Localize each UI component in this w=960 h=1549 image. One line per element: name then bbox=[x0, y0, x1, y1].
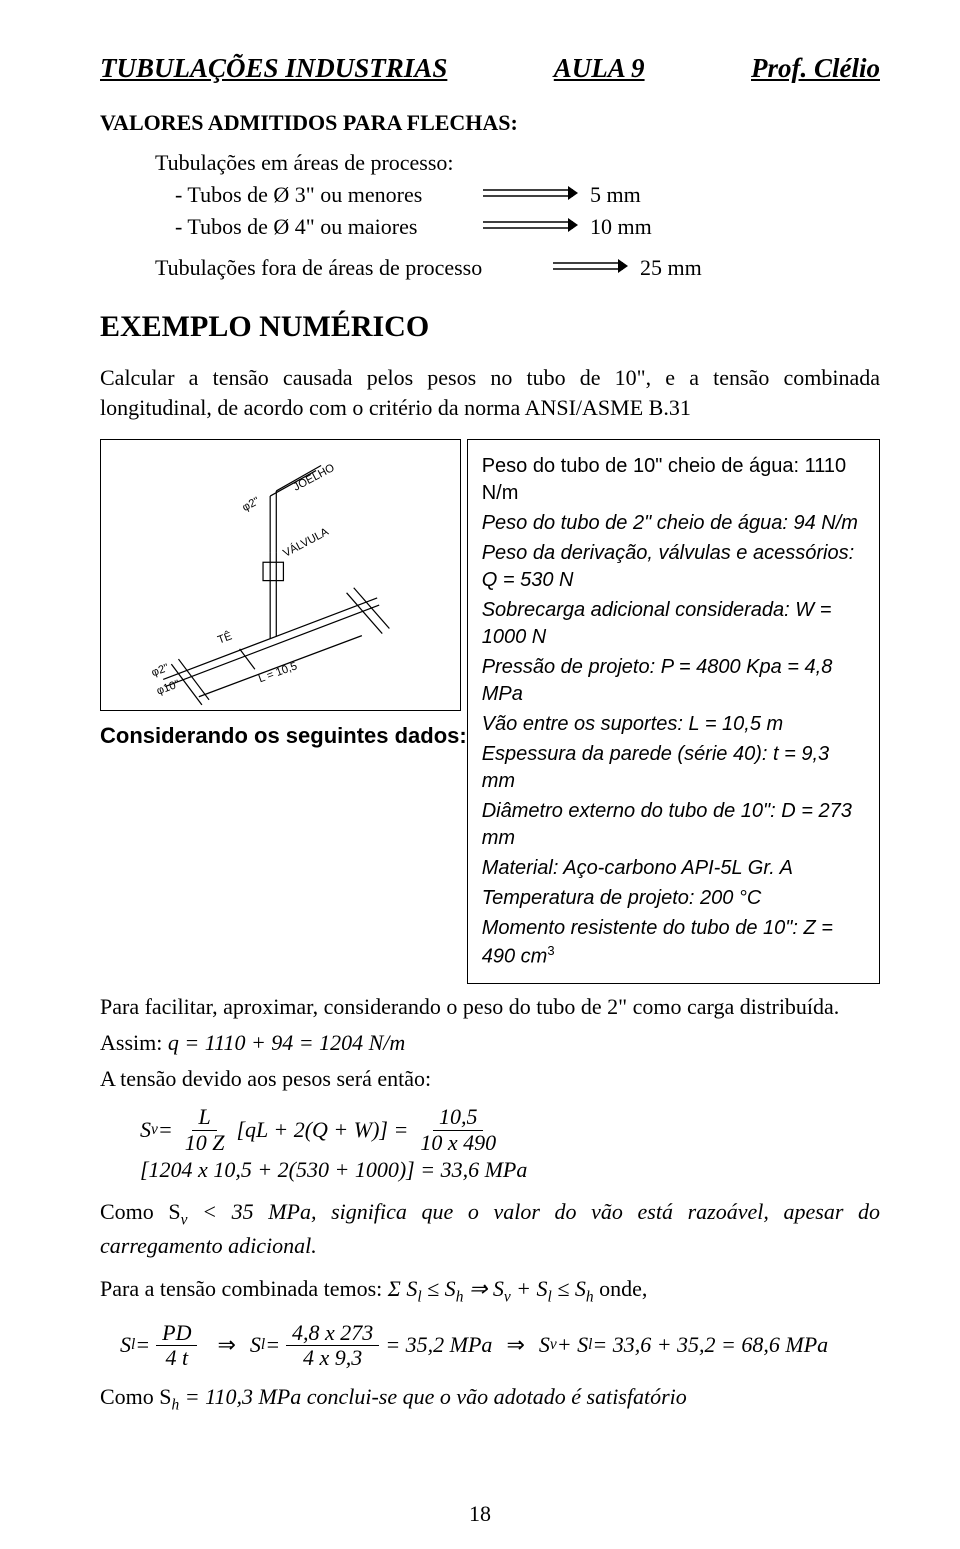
page-number: 18 bbox=[0, 1499, 960, 1529]
pipe-figure: JOELHO VÁLVULA TÊ L = 10,5 φ2" φ10" φ2" bbox=[100, 439, 461, 711]
arrow-icon bbox=[483, 180, 578, 210]
considering-label: Considerando os seguintes dados: bbox=[100, 721, 467, 751]
p-facilitar: Para facilitar, aproximar, considerando … bbox=[100, 992, 880, 1022]
eq-sv: Sv = L10 Z [qL + 2(Q + W)] = 10,510 x 49… bbox=[140, 1105, 880, 1184]
header-center: AULA 9 bbox=[554, 50, 645, 86]
svg-text:L = 10,5: L = 10,5 bbox=[257, 660, 299, 685]
numex-title: EXEMPLO NUMÉRICO bbox=[100, 307, 880, 348]
svg-text:VÁLVULA: VÁLVULA bbox=[281, 525, 331, 560]
data-line: Peso do tubo de 10" cheio de água: 1110 … bbox=[482, 453, 865, 507]
data-line: Peso do tubo de 2" cheio de água: 94 N/m bbox=[482, 510, 865, 537]
p-assim: Assim: q = 1110 + 94 = 1204 N/m bbox=[100, 1028, 880, 1058]
row-d4: - Tubos de Ø 4" ou maiores 10 mm bbox=[175, 212, 880, 242]
p-final: Como Sh = 110,3 MPa conclui-se que o vão… bbox=[100, 1382, 880, 1416]
data-line: Sobrecarga adicional considerada: W = 10… bbox=[482, 597, 865, 651]
svg-text:φ10": φ10" bbox=[155, 678, 181, 697]
data-line: Pressão de projeto: P = 4800 Kpa = 4,8 M… bbox=[482, 654, 865, 708]
data-line: Material: Aço-carbono API-5L Gr. A bbox=[482, 855, 865, 882]
flechas-title: VALORES ADMITIDOS PARA FLECHAS: bbox=[100, 108, 880, 138]
header-left: TUBULAÇÕES INDUSTRIAS bbox=[100, 50, 447, 86]
row-fora-label: Tubulações fora de áreas de processo bbox=[155, 253, 535, 283]
data-line: Diâmetro externo do tubo de 10": D = 273… bbox=[482, 798, 865, 852]
data-line: Espessura da parede (série 40): t = 9,3 … bbox=[482, 741, 865, 795]
arrow-icon bbox=[483, 212, 578, 242]
svg-text:φ2": φ2" bbox=[150, 662, 171, 679]
data-line: Momento resistente do tubo de 10": Z = 4… bbox=[482, 915, 865, 971]
row-d4-label: - Tubos de Ø 4" ou maiores bbox=[175, 212, 465, 242]
p-como1: Como Sv < 35 MPa, significa que o valor … bbox=[100, 1197, 880, 1261]
svg-text:φ2": φ2" bbox=[240, 495, 261, 514]
svg-text:TÊ: TÊ bbox=[216, 629, 234, 646]
row-fora-val: 25 mm bbox=[640, 253, 702, 283]
arrow-icon bbox=[553, 253, 628, 283]
p-combinada: Para a tensão combinada temos: Σ Sl ≤ Sh… bbox=[100, 1274, 880, 1308]
row-fora: Tubulações fora de áreas de processo 25 … bbox=[155, 253, 880, 283]
eq-sl: Sl = PD4 t ⇒ Sl = 4,8 x 2734 x 9,3 = 35,… bbox=[120, 1321, 880, 1370]
data-line: Temperatura de projeto: 200 °C bbox=[482, 885, 865, 912]
data-line: Peso da derivação, válvulas e acessórios… bbox=[482, 540, 865, 594]
proc-header: Tubulações em áreas de processo: bbox=[155, 148, 880, 178]
data-line: Vão entre os suportes: L = 10,5 m bbox=[482, 711, 865, 738]
header-right: Prof. Clélio bbox=[751, 50, 880, 86]
row-d4-val: 10 mm bbox=[590, 212, 652, 242]
data-box: Peso do tubo de 10" cheio de água: 1110 … bbox=[467, 439, 880, 985]
row-d3-val: 5 mm bbox=[590, 180, 641, 210]
row-d3-label: - Tubos de Ø 3" ou menores bbox=[175, 180, 465, 210]
svg-text:JOELHO: JOELHO bbox=[291, 462, 336, 494]
p-tensao-pesos: A tensão devido aos pesos será então: bbox=[100, 1064, 880, 1094]
row-d3: - Tubos de Ø 3" ou menores 5 mm bbox=[175, 180, 880, 210]
numex-intro: Calcular a tensão causada pelos pesos no… bbox=[100, 363, 880, 422]
